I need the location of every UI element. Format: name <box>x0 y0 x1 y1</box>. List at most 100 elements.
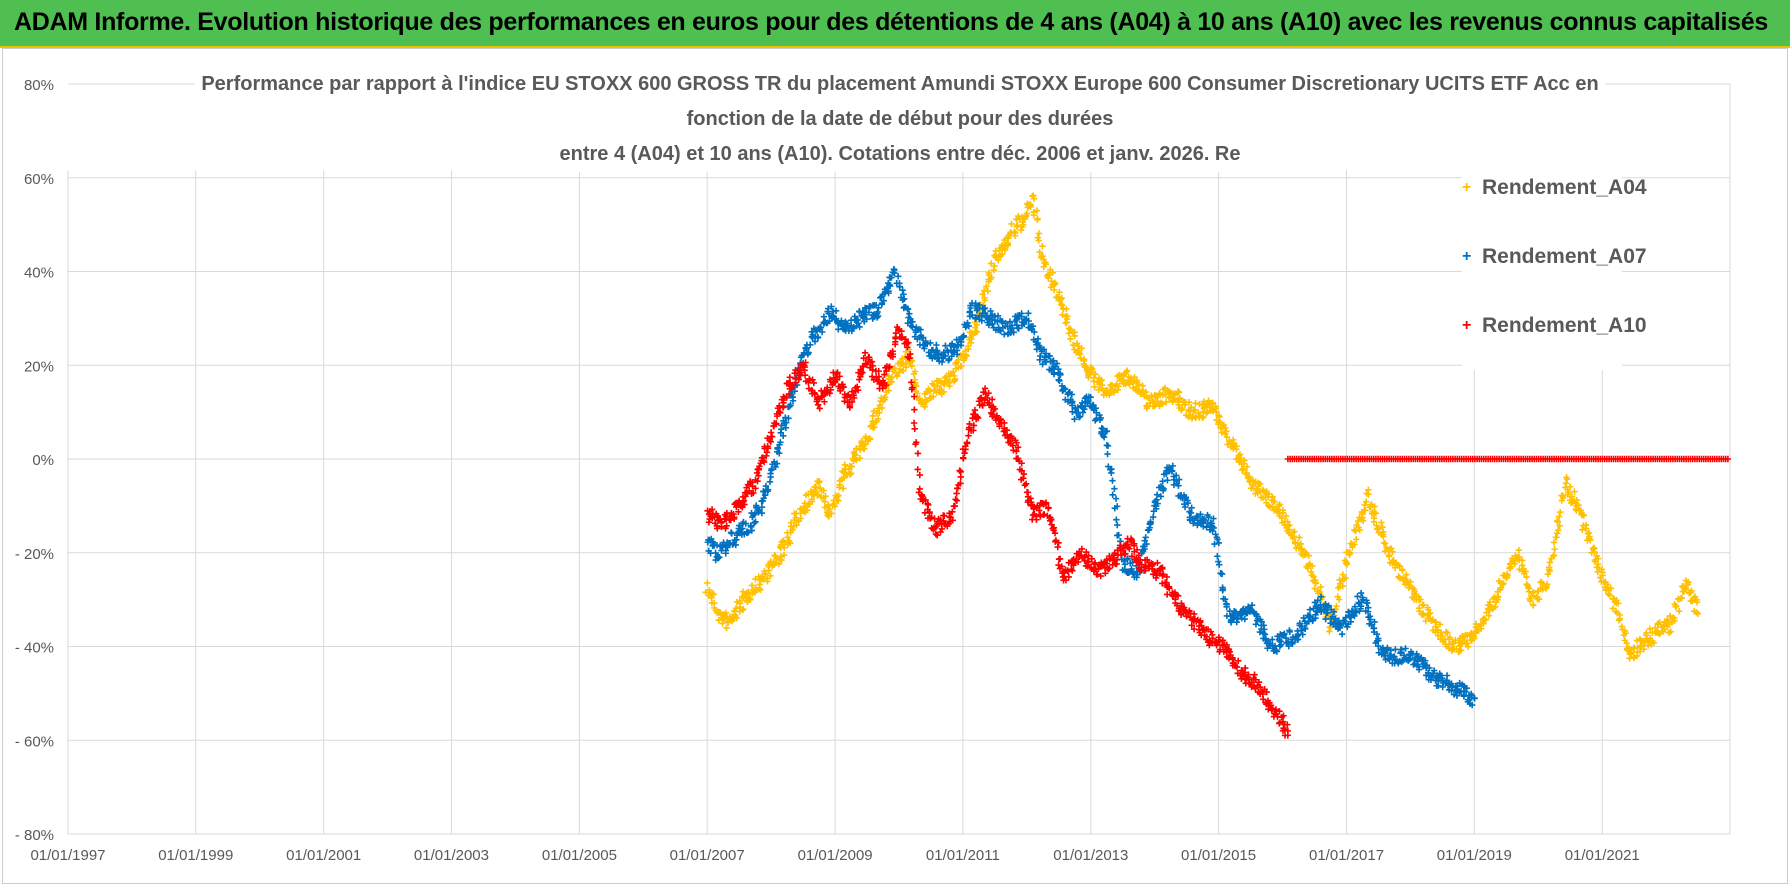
data-point <box>879 377 887 384</box>
data-point <box>1366 613 1374 620</box>
data-point <box>900 295 908 303</box>
data-point <box>736 597 743 605</box>
data-point <box>1050 286 1058 294</box>
data-point <box>1302 625 1309 633</box>
data-point <box>805 349 812 356</box>
data-point <box>1086 564 1094 571</box>
data-point <box>802 359 809 366</box>
data-point <box>1078 345 1085 352</box>
data-point <box>752 518 759 526</box>
data-point <box>1055 365 1062 373</box>
data-point <box>1322 615 1329 623</box>
data-point <box>985 321 993 329</box>
data-point <box>1175 401 1182 409</box>
data-point <box>1425 610 1432 618</box>
data-point <box>949 517 956 524</box>
data-point <box>1065 573 1072 581</box>
data-point <box>1142 388 1150 396</box>
data-point <box>952 496 959 503</box>
data-point <box>1030 505 1037 513</box>
data-point <box>1543 582 1550 590</box>
data-point <box>1099 432 1107 439</box>
data-point <box>1423 663 1430 671</box>
data-point <box>1159 478 1166 485</box>
data-point <box>1453 692 1461 699</box>
data-point <box>856 323 863 331</box>
data-point <box>702 589 709 596</box>
data-point <box>886 282 894 290</box>
data-point <box>980 305 988 313</box>
data-point <box>1682 584 1689 592</box>
data-point <box>725 619 732 626</box>
data-point <box>762 482 770 490</box>
data-point <box>1643 629 1650 637</box>
data-point <box>1124 367 1131 374</box>
data-point <box>987 276 994 283</box>
data-point <box>954 341 961 348</box>
data-point <box>905 339 912 346</box>
data-point <box>951 502 959 510</box>
data-point <box>1554 518 1561 525</box>
flat-segment <box>1284 455 1732 463</box>
data-point <box>1294 636 1302 643</box>
data-point <box>1529 601 1537 609</box>
data-point <box>963 440 971 447</box>
data-point <box>820 313 828 320</box>
data-point <box>768 433 776 440</box>
data-point <box>860 445 867 453</box>
data-point <box>1159 565 1166 573</box>
data-point <box>1556 522 1563 529</box>
data-point <box>1667 628 1674 635</box>
data-point <box>735 508 742 515</box>
data-point <box>885 364 892 371</box>
data-point <box>1386 651 1394 659</box>
data-point <box>1056 555 1064 562</box>
data-point <box>916 471 924 479</box>
data-point <box>1022 212 1030 219</box>
data-point <box>1317 593 1325 600</box>
legend-label-a10: Rendement_A10 <box>1482 314 1647 337</box>
y-tick-label: - 40% <box>15 640 54 657</box>
data-point <box>1332 615 1339 622</box>
data-point <box>1246 478 1253 485</box>
data-point <box>1289 535 1297 542</box>
data-point <box>1464 643 1472 650</box>
data-point <box>1615 600 1622 607</box>
data-point <box>888 378 895 385</box>
data-point <box>1356 526 1363 534</box>
data-point <box>1098 376 1105 384</box>
data-point <box>1113 556 1121 564</box>
data-point <box>1015 325 1022 332</box>
data-point <box>1291 528 1298 535</box>
data-point <box>752 575 759 583</box>
data-point <box>1314 597 1321 604</box>
data-point <box>1197 619 1204 626</box>
data-point <box>1209 399 1216 406</box>
data-point <box>1616 611 1623 619</box>
data-point <box>880 297 887 304</box>
data-point <box>863 361 870 368</box>
data-point <box>1362 507 1369 514</box>
data-point <box>1227 617 1235 625</box>
data-point <box>1165 393 1173 401</box>
data-point <box>1242 470 1249 478</box>
data-point <box>1272 706 1280 713</box>
data-point <box>1209 527 1216 535</box>
data-point <box>973 307 981 314</box>
data-point <box>1154 500 1161 507</box>
data-point <box>957 480 964 487</box>
data-point <box>1051 529 1059 537</box>
data-point <box>1353 536 1360 543</box>
data-point <box>1504 572 1511 580</box>
data-point <box>704 579 711 587</box>
data-point <box>895 369 903 376</box>
data-point <box>773 420 780 427</box>
data-point <box>1594 561 1602 568</box>
data-point <box>1083 548 1090 556</box>
data-point <box>966 420 973 428</box>
data-point <box>910 393 918 400</box>
data-point <box>1375 642 1382 650</box>
data-point <box>1018 460 1025 467</box>
data-point <box>1008 220 1015 228</box>
data-point <box>1297 540 1305 548</box>
